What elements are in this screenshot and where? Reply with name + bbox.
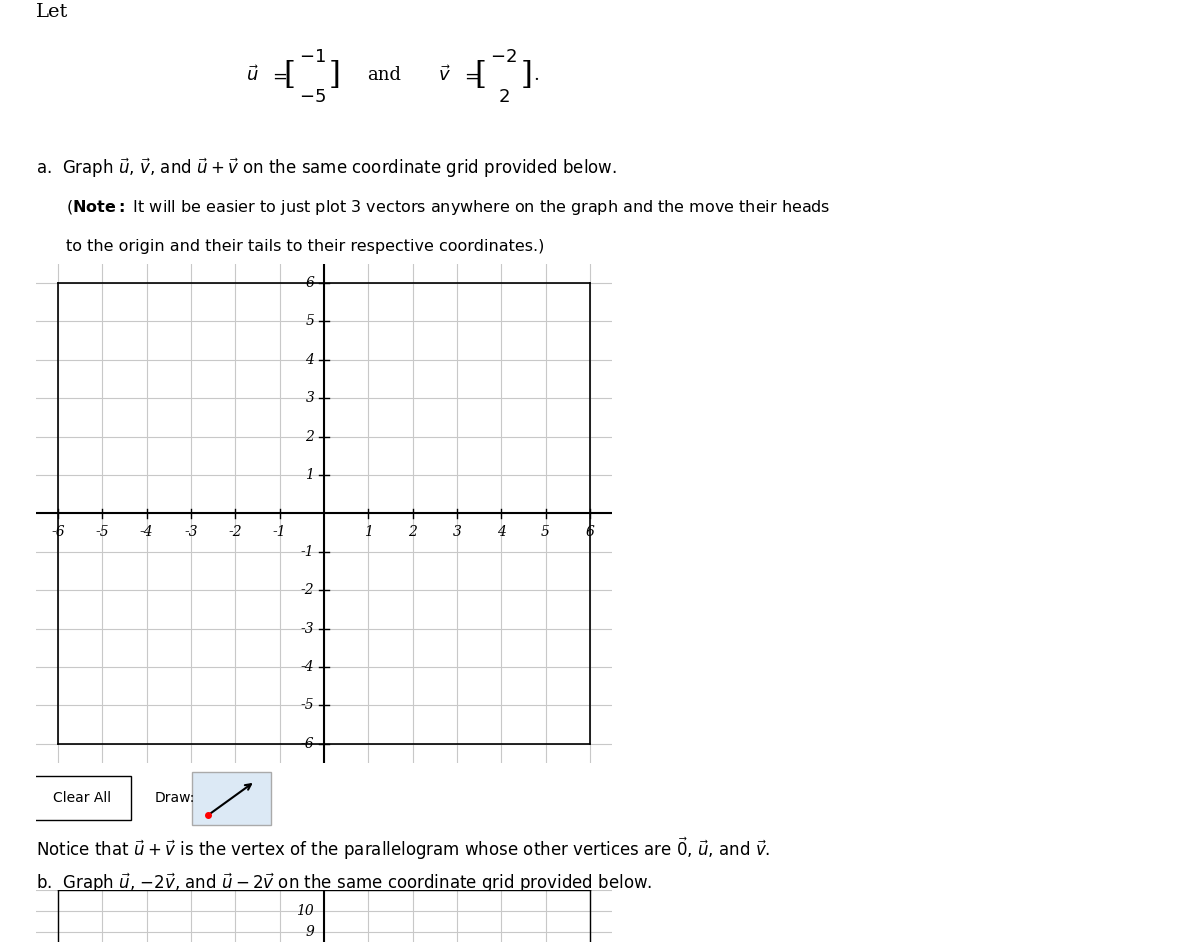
Text: 5: 5	[305, 315, 314, 329]
Text: $-2$: $-2$	[490, 47, 517, 66]
Text: -2: -2	[301, 583, 314, 597]
Text: 1: 1	[305, 468, 314, 482]
Text: [: [	[474, 60, 486, 90]
Text: -3: -3	[185, 525, 198, 539]
Text: Clear All: Clear All	[53, 791, 112, 805]
Text: and: and	[367, 66, 402, 85]
Text: 9: 9	[305, 925, 314, 938]
Text: -5: -5	[301, 698, 314, 712]
Text: 3: 3	[452, 525, 461, 539]
Text: 10: 10	[296, 904, 314, 918]
Text: 1: 1	[364, 525, 373, 539]
Text: $\vec{u}$: $\vec{u}$	[246, 65, 259, 86]
Text: 2: 2	[408, 525, 418, 539]
Text: -1: -1	[301, 544, 314, 559]
Text: $=$: $=$	[269, 66, 288, 85]
Text: 2: 2	[305, 430, 314, 444]
FancyBboxPatch shape	[192, 772, 271, 824]
Text: -4: -4	[140, 525, 154, 539]
Text: 4: 4	[305, 352, 314, 366]
Text: -6: -6	[301, 737, 314, 751]
Text: a.  Graph $\vec{u}$, $\vec{v}$, and $\vec{u} + \vec{v}$ on the same coordinate g: a. Graph $\vec{u}$, $\vec{v}$, and $\vec…	[36, 156, 617, 180]
Text: Let: Let	[36, 3, 68, 22]
Text: $-1$: $-1$	[299, 47, 325, 66]
Text: Draw:: Draw:	[155, 791, 196, 805]
Text: 5: 5	[541, 525, 550, 539]
Text: .: .	[533, 66, 539, 85]
Text: 3: 3	[305, 391, 314, 405]
FancyBboxPatch shape	[34, 776, 131, 820]
Text: -6: -6	[52, 525, 65, 539]
Text: -4: -4	[301, 660, 314, 674]
Text: 6: 6	[305, 276, 314, 290]
Text: $-5$: $-5$	[299, 88, 325, 106]
Text: ]: ]	[329, 60, 341, 90]
Text: 4: 4	[497, 525, 505, 539]
Text: -3: -3	[301, 622, 314, 636]
Text: to the origin and their tails to their respective coordinates.): to the origin and their tails to their r…	[66, 239, 545, 254]
Text: $=$: $=$	[461, 66, 479, 85]
Text: ]: ]	[521, 60, 533, 90]
Text: 6: 6	[586, 525, 594, 539]
Text: -2: -2	[228, 525, 242, 539]
Text: -5: -5	[96, 525, 109, 539]
Text: $\vec{v}$: $\vec{v}$	[438, 65, 451, 86]
Text: Notice that $\vec{u} + \vec{v}$ is the vertex of the parallelogram whose other v: Notice that $\vec{u} + \vec{v}$ is the v…	[36, 835, 770, 862]
Text: -1: -1	[272, 525, 287, 539]
Text: $2$: $2$	[498, 88, 509, 106]
Text: b.  Graph $\vec{u}$, $-2\vec{v}$, and $\vec{u} - 2\vec{v}$ on the same coordinat: b. Graph $\vec{u}$, $-2\vec{v}$, and $\v…	[36, 872, 653, 895]
Text: [: [	[283, 60, 295, 90]
Text: ($\bf{Note:}$ It will be easier to just plot 3 vectors anywhere on the graph and: ($\bf{Note:}$ It will be easier to just …	[66, 198, 830, 218]
